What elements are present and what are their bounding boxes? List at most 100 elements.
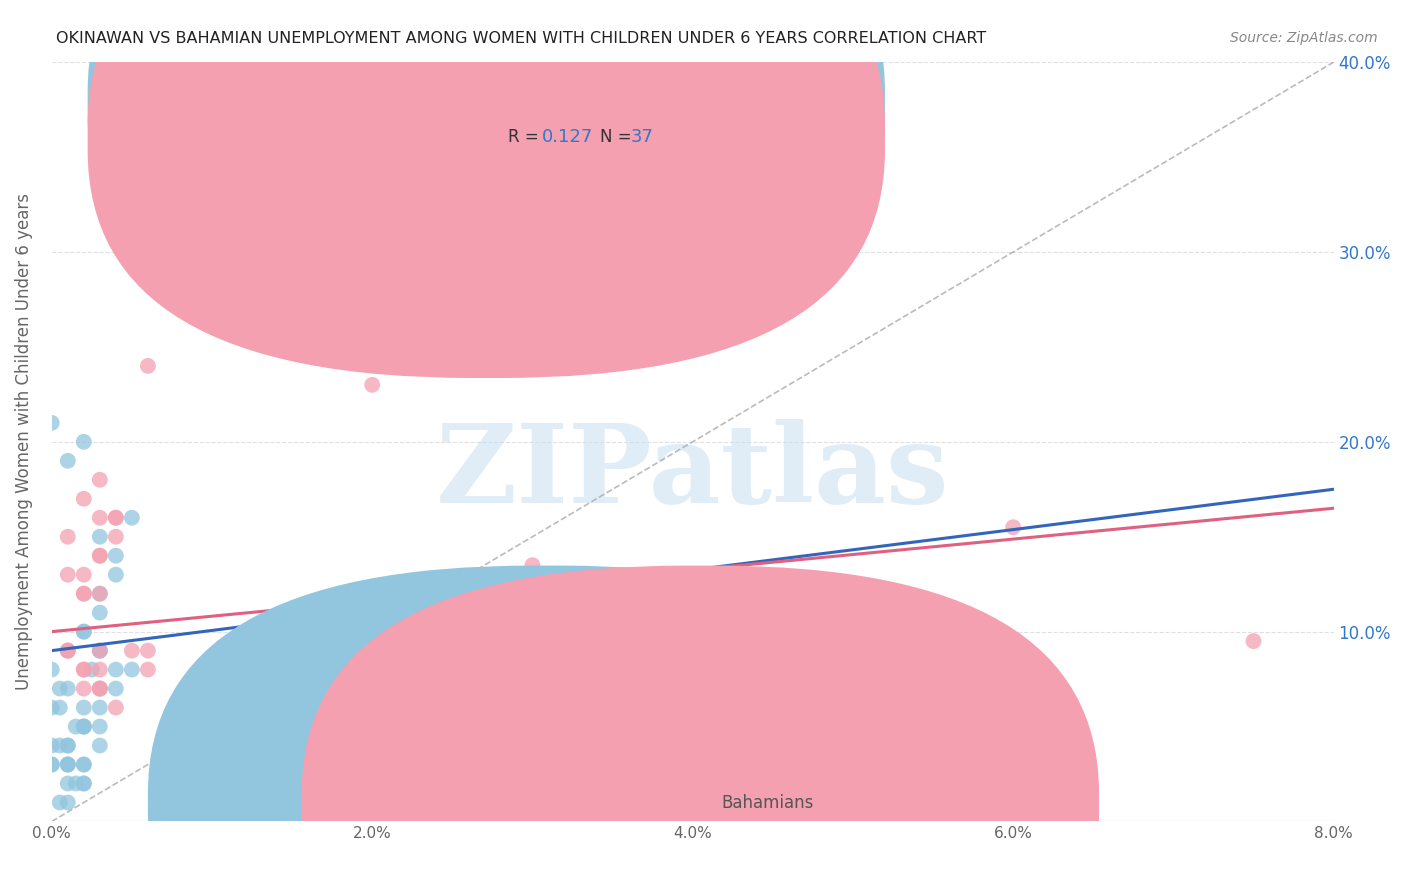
- Text: Source: ZipAtlas.com: Source: ZipAtlas.com: [1230, 31, 1378, 45]
- Point: [73, 624, 96, 639]
- Point: [104, 549, 127, 563]
- Point: [89, 700, 111, 714]
- Text: R =: R =: [508, 95, 544, 113]
- FancyBboxPatch shape: [148, 566, 945, 892]
- Point: [1002, 520, 1025, 534]
- Point: [56, 454, 79, 468]
- Point: [73, 587, 96, 601]
- Text: OKINAWAN VS BAHAMIAN UNEMPLOYMENT AMONG WOMEN WITH CHILDREN UNDER 6 YEARS CORREL: OKINAWAN VS BAHAMIAN UNEMPLOYMENT AMONG …: [56, 31, 987, 46]
- Point: [73, 700, 96, 714]
- Point: [65, 776, 87, 790]
- Text: N =: N =: [600, 128, 637, 146]
- Point: [104, 510, 127, 524]
- Point: [104, 681, 127, 696]
- Point: [73, 491, 96, 506]
- Text: Okinawans: Okinawans: [567, 794, 658, 812]
- Point: [89, 643, 111, 657]
- Point: [89, 643, 111, 657]
- Text: R =: R =: [508, 128, 544, 146]
- Point: [89, 663, 111, 677]
- Point: [56, 739, 79, 753]
- Point: [56, 567, 79, 582]
- Point: [56, 757, 79, 772]
- Point: [89, 681, 111, 696]
- Text: ZIPatlas: ZIPatlas: [436, 418, 949, 525]
- Text: 37: 37: [631, 128, 654, 146]
- Point: [56, 681, 79, 696]
- Text: 49: 49: [631, 95, 654, 113]
- Point: [104, 700, 127, 714]
- Point: [56, 757, 79, 772]
- Text: 0.348: 0.348: [541, 95, 593, 113]
- Point: [49, 681, 72, 696]
- Point: [136, 643, 159, 657]
- Point: [41, 416, 63, 430]
- Point: [49, 796, 72, 810]
- Point: [121, 510, 143, 524]
- Text: N =: N =: [600, 95, 637, 113]
- Point: [41, 757, 63, 772]
- Point: [89, 549, 111, 563]
- Point: [56, 757, 79, 772]
- Point: [73, 720, 96, 734]
- Point: [73, 587, 96, 601]
- Point: [441, 577, 464, 591]
- Point: [73, 434, 96, 449]
- Point: [73, 663, 96, 677]
- Point: [73, 663, 96, 677]
- FancyBboxPatch shape: [302, 566, 1099, 892]
- Point: [49, 700, 72, 714]
- Point: [41, 739, 63, 753]
- Point: [89, 510, 111, 524]
- Point: [136, 663, 159, 677]
- Text: 0.127: 0.127: [541, 128, 593, 146]
- Point: [73, 624, 96, 639]
- Point: [89, 681, 111, 696]
- FancyBboxPatch shape: [87, 0, 884, 378]
- Point: [73, 681, 96, 696]
- Point: [104, 567, 127, 582]
- Point: [104, 663, 127, 677]
- Point: [80, 663, 103, 677]
- Point: [56, 643, 79, 657]
- FancyBboxPatch shape: [87, 0, 884, 344]
- Point: [56, 796, 79, 810]
- Point: [89, 549, 111, 563]
- FancyBboxPatch shape: [443, 70, 782, 167]
- Point: [136, 359, 159, 373]
- Point: [682, 663, 704, 677]
- Point: [361, 377, 384, 392]
- Point: [73, 757, 96, 772]
- Point: [89, 606, 111, 620]
- Point: [56, 530, 79, 544]
- Point: [41, 700, 63, 714]
- Point: [281, 643, 304, 657]
- Point: [89, 643, 111, 657]
- Point: [121, 643, 143, 657]
- Point: [104, 530, 127, 544]
- Point: [56, 739, 79, 753]
- Point: [89, 530, 111, 544]
- Point: [73, 720, 96, 734]
- Point: [89, 720, 111, 734]
- Point: [89, 681, 111, 696]
- Point: [56, 776, 79, 790]
- Point: [73, 776, 96, 790]
- Point: [522, 558, 544, 573]
- Point: [73, 567, 96, 582]
- Point: [49, 739, 72, 753]
- Point: [121, 663, 143, 677]
- Point: [89, 587, 111, 601]
- Point: [65, 720, 87, 734]
- Point: [41, 757, 63, 772]
- Point: [1243, 634, 1265, 648]
- Point: [201, 663, 224, 677]
- Point: [73, 776, 96, 790]
- Text: Bahamians: Bahamians: [721, 794, 813, 812]
- Point: [41, 663, 63, 677]
- Point: [104, 510, 127, 524]
- Point: [89, 587, 111, 601]
- Point: [73, 757, 96, 772]
- Point: [89, 473, 111, 487]
- Point: [56, 643, 79, 657]
